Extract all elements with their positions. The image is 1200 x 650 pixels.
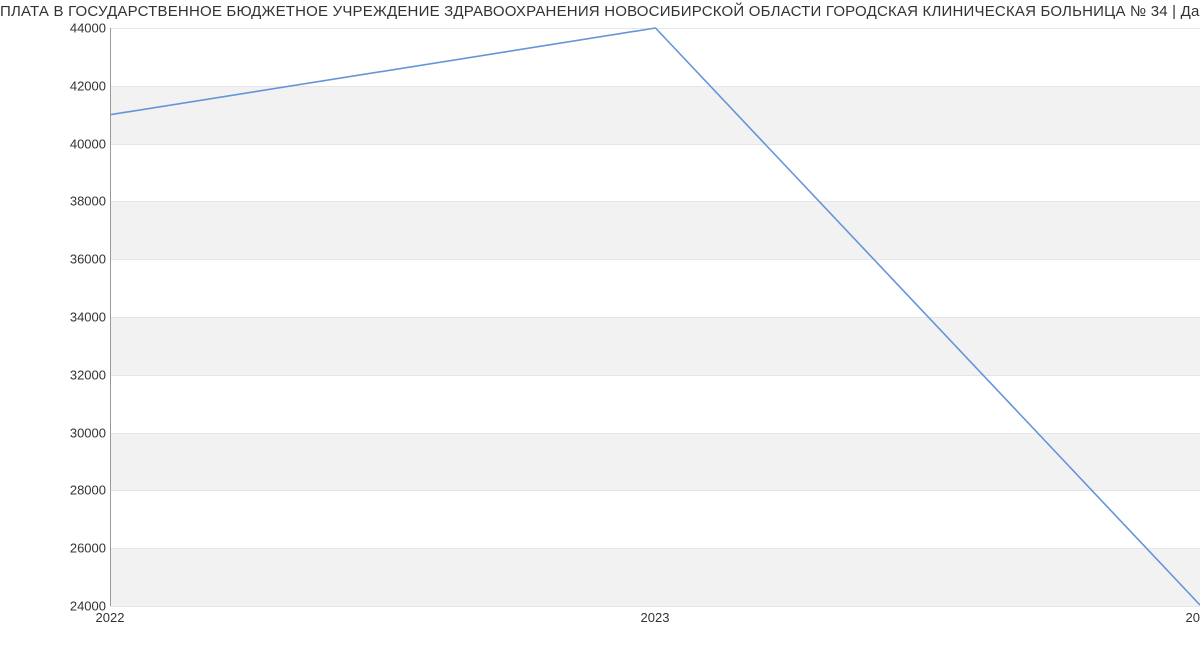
gridline: [111, 606, 1200, 607]
chart-line-svg: [111, 28, 1200, 605]
x-tick-label: 2023: [641, 610, 670, 625]
y-tick-label: 40000: [70, 136, 106, 151]
series-line-salary: [111, 28, 1200, 605]
y-tick-label: 32000: [70, 367, 106, 382]
y-tick-label: 28000: [70, 483, 106, 498]
y-tick-label: 38000: [70, 194, 106, 209]
chart-title: ПЛАТА В ГОСУДАРСТВЕННОЕ БЮДЖЕТНОЕ УЧРЕЖД…: [0, 3, 1200, 20]
x-tick-label: 2024: [1186, 610, 1200, 625]
chart-plot-area: [110, 28, 1200, 606]
x-tick-label: 2022: [96, 610, 125, 625]
y-tick-label: 30000: [70, 425, 106, 440]
y-tick-label: 34000: [70, 310, 106, 325]
y-tick-label: 26000: [70, 541, 106, 556]
y-tick-label: 44000: [70, 21, 106, 36]
y-tick-label: 36000: [70, 252, 106, 267]
y-tick-label: 42000: [70, 78, 106, 93]
